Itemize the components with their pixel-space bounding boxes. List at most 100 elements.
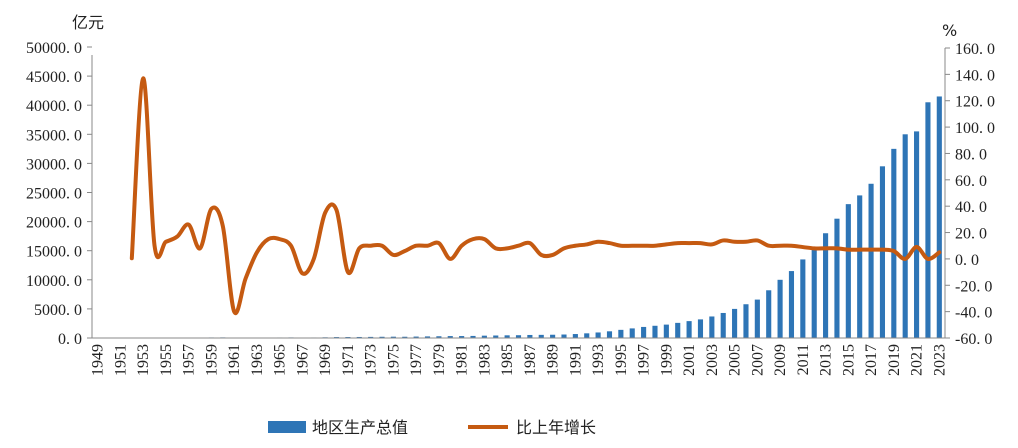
gdp-bar-2000: [675, 322, 681, 338]
gdp-bar-1978: [424, 336, 431, 338]
right-tick-label: -40. 0: [955, 305, 992, 322]
gdp-bar-2011: [800, 259, 806, 338]
right-tick-label: 20. 0: [955, 226, 987, 243]
gdp-bar-1980: [447, 336, 453, 338]
x-tick-label-2021: 2021: [909, 344, 926, 376]
gdp-bar-2015: [845, 204, 851, 338]
gdp-bar-1979: [436, 336, 442, 338]
right-tick-label: 140. 0: [955, 67, 995, 84]
x-tick-label-1967: 1967: [294, 344, 311, 376]
x-tick-label-1995: 1995: [613, 344, 630, 376]
gdp-bar-1988: [538, 334, 544, 338]
gdp-bar-1981: [459, 336, 465, 338]
x-tick-label-1953: 1953: [135, 344, 152, 376]
left-tick-label: 25000. 0: [26, 186, 82, 203]
left-tick-label: 0. 0: [58, 331, 82, 348]
gdp-bar-2019: [891, 148, 897, 338]
x-tick-label-1951: 1951: [112, 344, 129, 376]
gdp-bar-2009: [777, 279, 783, 338]
x-tick-label-2011: 2011: [795, 344, 812, 375]
gdp-bar-1972: [356, 336, 362, 338]
gdp-bar-2007: [754, 299, 760, 338]
gdp-bar-1973: [368, 336, 374, 338]
x-tick-label-1955: 1955: [158, 344, 175, 376]
legend-growth-label: 比上年增长: [516, 418, 596, 437]
gdp-bar-1976: [402, 336, 408, 338]
gdp-bar-1993: [595, 332, 601, 338]
gdp-bar-1977: [413, 336, 419, 338]
x-axis-ticks: 1949 1951 1953 1955 1957 1959 1961 1963 1965 1967…: [90, 344, 949, 376]
x-tick-label-1999: 1999: [658, 344, 675, 376]
gdp-bar-2008: [766, 290, 772, 338]
gdp-bar-1982: [470, 335, 476, 338]
gdp-bar-2012: [811, 247, 817, 338]
left-axis-ticks: 0. 0 5000. 0 10000. 0 15000. 0 20000. 0 25000…: [26, 40, 92, 348]
x-tick-label-2003: 2003: [704, 344, 721, 376]
left-tick-label: 40000. 0: [26, 98, 82, 115]
gdp-bar-2016: [857, 195, 863, 338]
x-tick-label-1969: 1969: [317, 344, 334, 376]
x-tick-label-1949: 1949: [90, 344, 107, 376]
left-axis-unit: 亿元: [72, 13, 104, 32]
gdp-bar-2022: [925, 102, 931, 338]
x-tick-label-1989: 1989: [545, 344, 562, 376]
left-tick-label: 10000. 0: [26, 273, 82, 290]
left-tick-label: 45000. 0: [26, 69, 82, 86]
left-tick-label: 20000. 0: [26, 215, 82, 232]
x-tick-label-1985: 1985: [499, 344, 516, 376]
gdp-bar-1995: [618, 329, 624, 338]
gdp-bar-1984: [493, 335, 499, 338]
left-tick-label: 35000. 0: [26, 127, 82, 144]
gdp-bar-1987: [527, 334, 533, 338]
left-tick-label: 30000. 0: [26, 156, 82, 173]
right-tick-label: 0. 0: [955, 252, 979, 269]
gdp-bar-1992: [584, 333, 590, 338]
gdp-bar-1991: [572, 334, 578, 338]
gdp-bar-2014: [834, 218, 840, 338]
gdp-bar-2005: [732, 308, 738, 338]
right-tick-label: -20. 0: [955, 278, 992, 295]
right-tick-label: 60. 0: [955, 173, 987, 190]
x-tick-label-2005: 2005: [727, 344, 744, 376]
x-tick-label-1981: 1981: [454, 344, 471, 376]
x-tick-label-1957: 1957: [181, 344, 198, 376]
legend-gdp-swatch: [268, 421, 306, 433]
gdp-bar-2006: [743, 304, 749, 338]
x-tick-label-1993: 1993: [590, 344, 607, 376]
growth-line-layer: [129, 76, 942, 316]
gdp-bar-2004: [720, 312, 726, 338]
left-tick-label: 15000. 0: [26, 244, 82, 261]
gdp-bar-2010: [788, 271, 795, 338]
gdp-bar-2020: [902, 134, 908, 338]
x-tick-label-2019: 2019: [886, 344, 903, 376]
x-tick-label-2023: 2023: [931, 344, 948, 376]
right-tick-label: 40. 0: [955, 199, 987, 216]
left-tick-label: 50000. 0: [26, 40, 82, 57]
x-tick-label-2013: 2013: [818, 344, 835, 376]
gdp-bar-1986: [515, 335, 522, 338]
gdp-bar-1974: [379, 336, 385, 338]
x-tick-label-2001: 2001: [681, 344, 698, 376]
legend-gdp-label: 地区生产总值: [312, 418, 408, 437]
x-tick-label-2007: 2007: [749, 344, 766, 376]
gdp-bar-1985: [504, 335, 510, 338]
gdp-bar-2002: [697, 319, 704, 338]
x-tick-label-1987: 1987: [522, 344, 539, 376]
chart-axes: [91, 48, 946, 339]
gdp-bar-1999: [663, 324, 669, 338]
gdp-bar-2017: [868, 183, 874, 338]
gdp-bar-2021: [914, 131, 920, 338]
right-tick-label: 160. 0: [955, 41, 995, 58]
gdp-bar-2023: [936, 96, 942, 338]
x-tick-label-1959: 1959: [203, 344, 220, 376]
gdp-bar-1975: [390, 336, 396, 338]
x-tick-label-2017: 2017: [863, 344, 880, 376]
chart-legend: 地区生产总值 比上年增长: [268, 418, 596, 437]
gdp-bar-2018: [879, 166, 886, 338]
gdp-bar-1983: [481, 335, 487, 338]
gdp-bar-1997: [641, 326, 647, 338]
x-tick-label-2015: 2015: [840, 344, 857, 376]
right-tick-label: 100. 0: [955, 120, 995, 137]
gdp-bar-1990: [561, 334, 567, 338]
